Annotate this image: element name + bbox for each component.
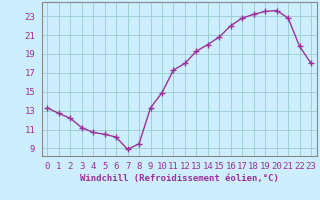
X-axis label: Windchill (Refroidissement éolien,°C): Windchill (Refroidissement éolien,°C) xyxy=(80,174,279,183)
